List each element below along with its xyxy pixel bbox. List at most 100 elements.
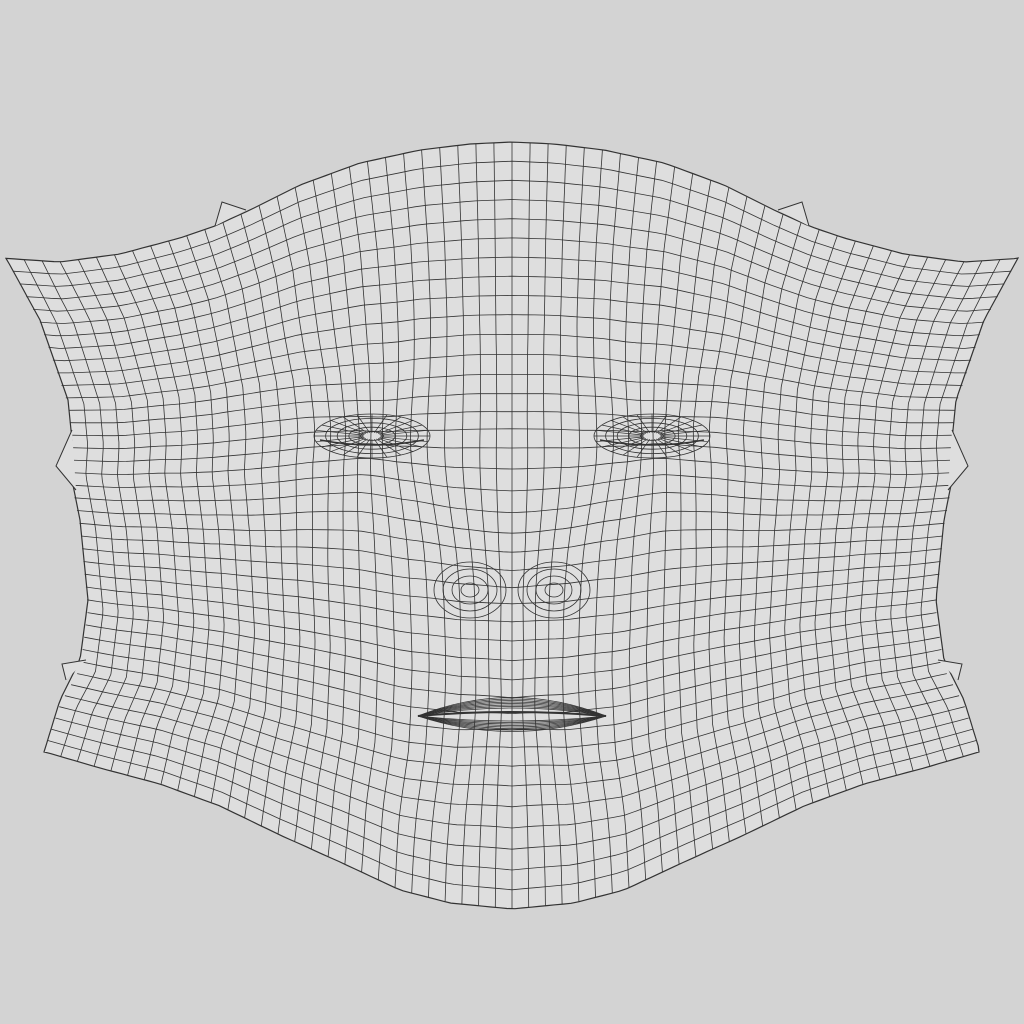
mesh-row-edge [76, 510, 948, 534]
right-nostril-loop [544, 582, 564, 598]
right-side-notch [947, 429, 969, 491]
mesh-row-edge [48, 275, 976, 349]
mesh-row-edge [26, 199, 998, 300]
right-eye-spoke [659, 437, 703, 448]
mouth-loop [417, 706, 607, 717]
mesh-row-edge [79, 522, 945, 553]
mesh-row-edge [47, 740, 977, 891]
right-nostril-loop [517, 561, 591, 619]
right-jaw-notch [937, 659, 963, 681]
mouth-loop [417, 715, 607, 729]
mouth-loop [417, 715, 607, 731]
mesh-row-edge [87, 599, 937, 662]
right-eye-spoke [656, 416, 682, 434]
left-eye-spoke [376, 416, 402, 434]
left-eye-spoke [378, 438, 414, 452]
left-eye-spoke [330, 420, 366, 434]
mesh-row-edge [77, 673, 947, 767]
left-eye-spoke [342, 416, 368, 434]
mouth-loop [417, 707, 607, 717]
mouth-loop [417, 715, 607, 726]
mesh-row-edge [71, 684, 954, 787]
mesh-row-edge [52, 294, 972, 362]
right-nostril-loop [535, 575, 573, 605]
left-eye-spoke [379, 437, 423, 448]
mesh-row-edge [59, 706, 965, 829]
mesh-row-edge [71, 428, 953, 450]
mesh-row-edge [82, 548, 942, 589]
left-eyelid-slit [319, 439, 425, 446]
left-jaw-notch [61, 659, 87, 681]
mesh-row-edge [55, 717, 969, 850]
mesh-row-edge [70, 457, 954, 475]
mouth-loop [417, 715, 607, 723]
left-eye-spoke [315, 429, 364, 436]
mesh-wireframe [12, 142, 1012, 909]
mouth-loop [417, 703, 607, 717]
mesh-row-edge [84, 573, 940, 623]
mesh-row-edge [68, 374, 956, 411]
right-nostril-loop [526, 568, 582, 612]
mesh-row-edge [51, 728, 973, 871]
left-eye-spoke [321, 424, 365, 435]
mesh-row-edge [84, 636, 940, 715]
left-eye-spoke [379, 424, 423, 435]
mouth-loop [417, 715, 607, 728]
left-nostril-loop [451, 575, 489, 605]
right-eye-spoke [653, 414, 668, 434]
right-eye-spoke [610, 420, 646, 434]
mesh-row-edge [69, 393, 955, 424]
right-eye-spoke [659, 424, 703, 435]
mouth-loop [417, 715, 607, 725]
mesh-row-edge [71, 411, 953, 437]
right-eye-spoke [601, 424, 645, 435]
left-eye-spoke [342, 438, 368, 456]
left-eye-spoke [321, 437, 365, 448]
right-eye-spoke [658, 420, 694, 434]
right-eye-spoke [653, 438, 668, 458]
left-eye-spoke [356, 438, 371, 458]
left-side-notch [55, 429, 77, 491]
mouth-loop [417, 698, 607, 717]
right-eye-spoke [658, 438, 694, 452]
mouth-loop [417, 700, 607, 717]
right-eye-spoke [636, 438, 651, 458]
mesh-row-edge [83, 561, 941, 605]
mouth-seam [417, 711, 607, 717]
mesh-row-edge [44, 256, 980, 337]
mesh-row-edge [64, 695, 960, 808]
left-eye-spoke [376, 438, 402, 456]
top-right-ear-tab [777, 201, 810, 227]
left-eye-spoke [373, 414, 388, 434]
right-eye-spoke [601, 437, 645, 448]
left-eye-spoke [373, 438, 388, 458]
mesh-row-edge [87, 612, 937, 681]
mesh-feature-details [55, 201, 969, 732]
right-eye-spoke [595, 429, 644, 436]
mesh-row-edge [80, 535, 944, 571]
left-nostril-loop [442, 568, 498, 612]
mesh-row-edge [12, 160, 1012, 275]
mesh-row-edge [70, 443, 954, 463]
mouth-loop [417, 704, 607, 717]
mesh-row-edge [65, 354, 959, 399]
mouth-loop [417, 715, 607, 732]
mesh-row-edge [85, 586, 939, 642]
left-eye-spoke [330, 438, 366, 452]
left-eye-spoke [378, 420, 414, 434]
right-eye-spoke [636, 414, 651, 434]
mesh-row-edge [39, 237, 985, 324]
mesh-row-edge [19, 179, 1005, 287]
right-eye-spoke [622, 438, 648, 456]
mesh-row-edge [74, 492, 950, 514]
mesh-row-edge [72, 474, 952, 492]
left-nostril-loop [433, 561, 507, 619]
right-eye-spoke [656, 438, 682, 456]
mesh-row-edge [80, 661, 944, 748]
mesh-row-edge [33, 218, 991, 312]
left-eye-spoke [380, 429, 429, 436]
mesh-row-edge [57, 314, 967, 374]
left-eye-spoke [356, 414, 371, 434]
